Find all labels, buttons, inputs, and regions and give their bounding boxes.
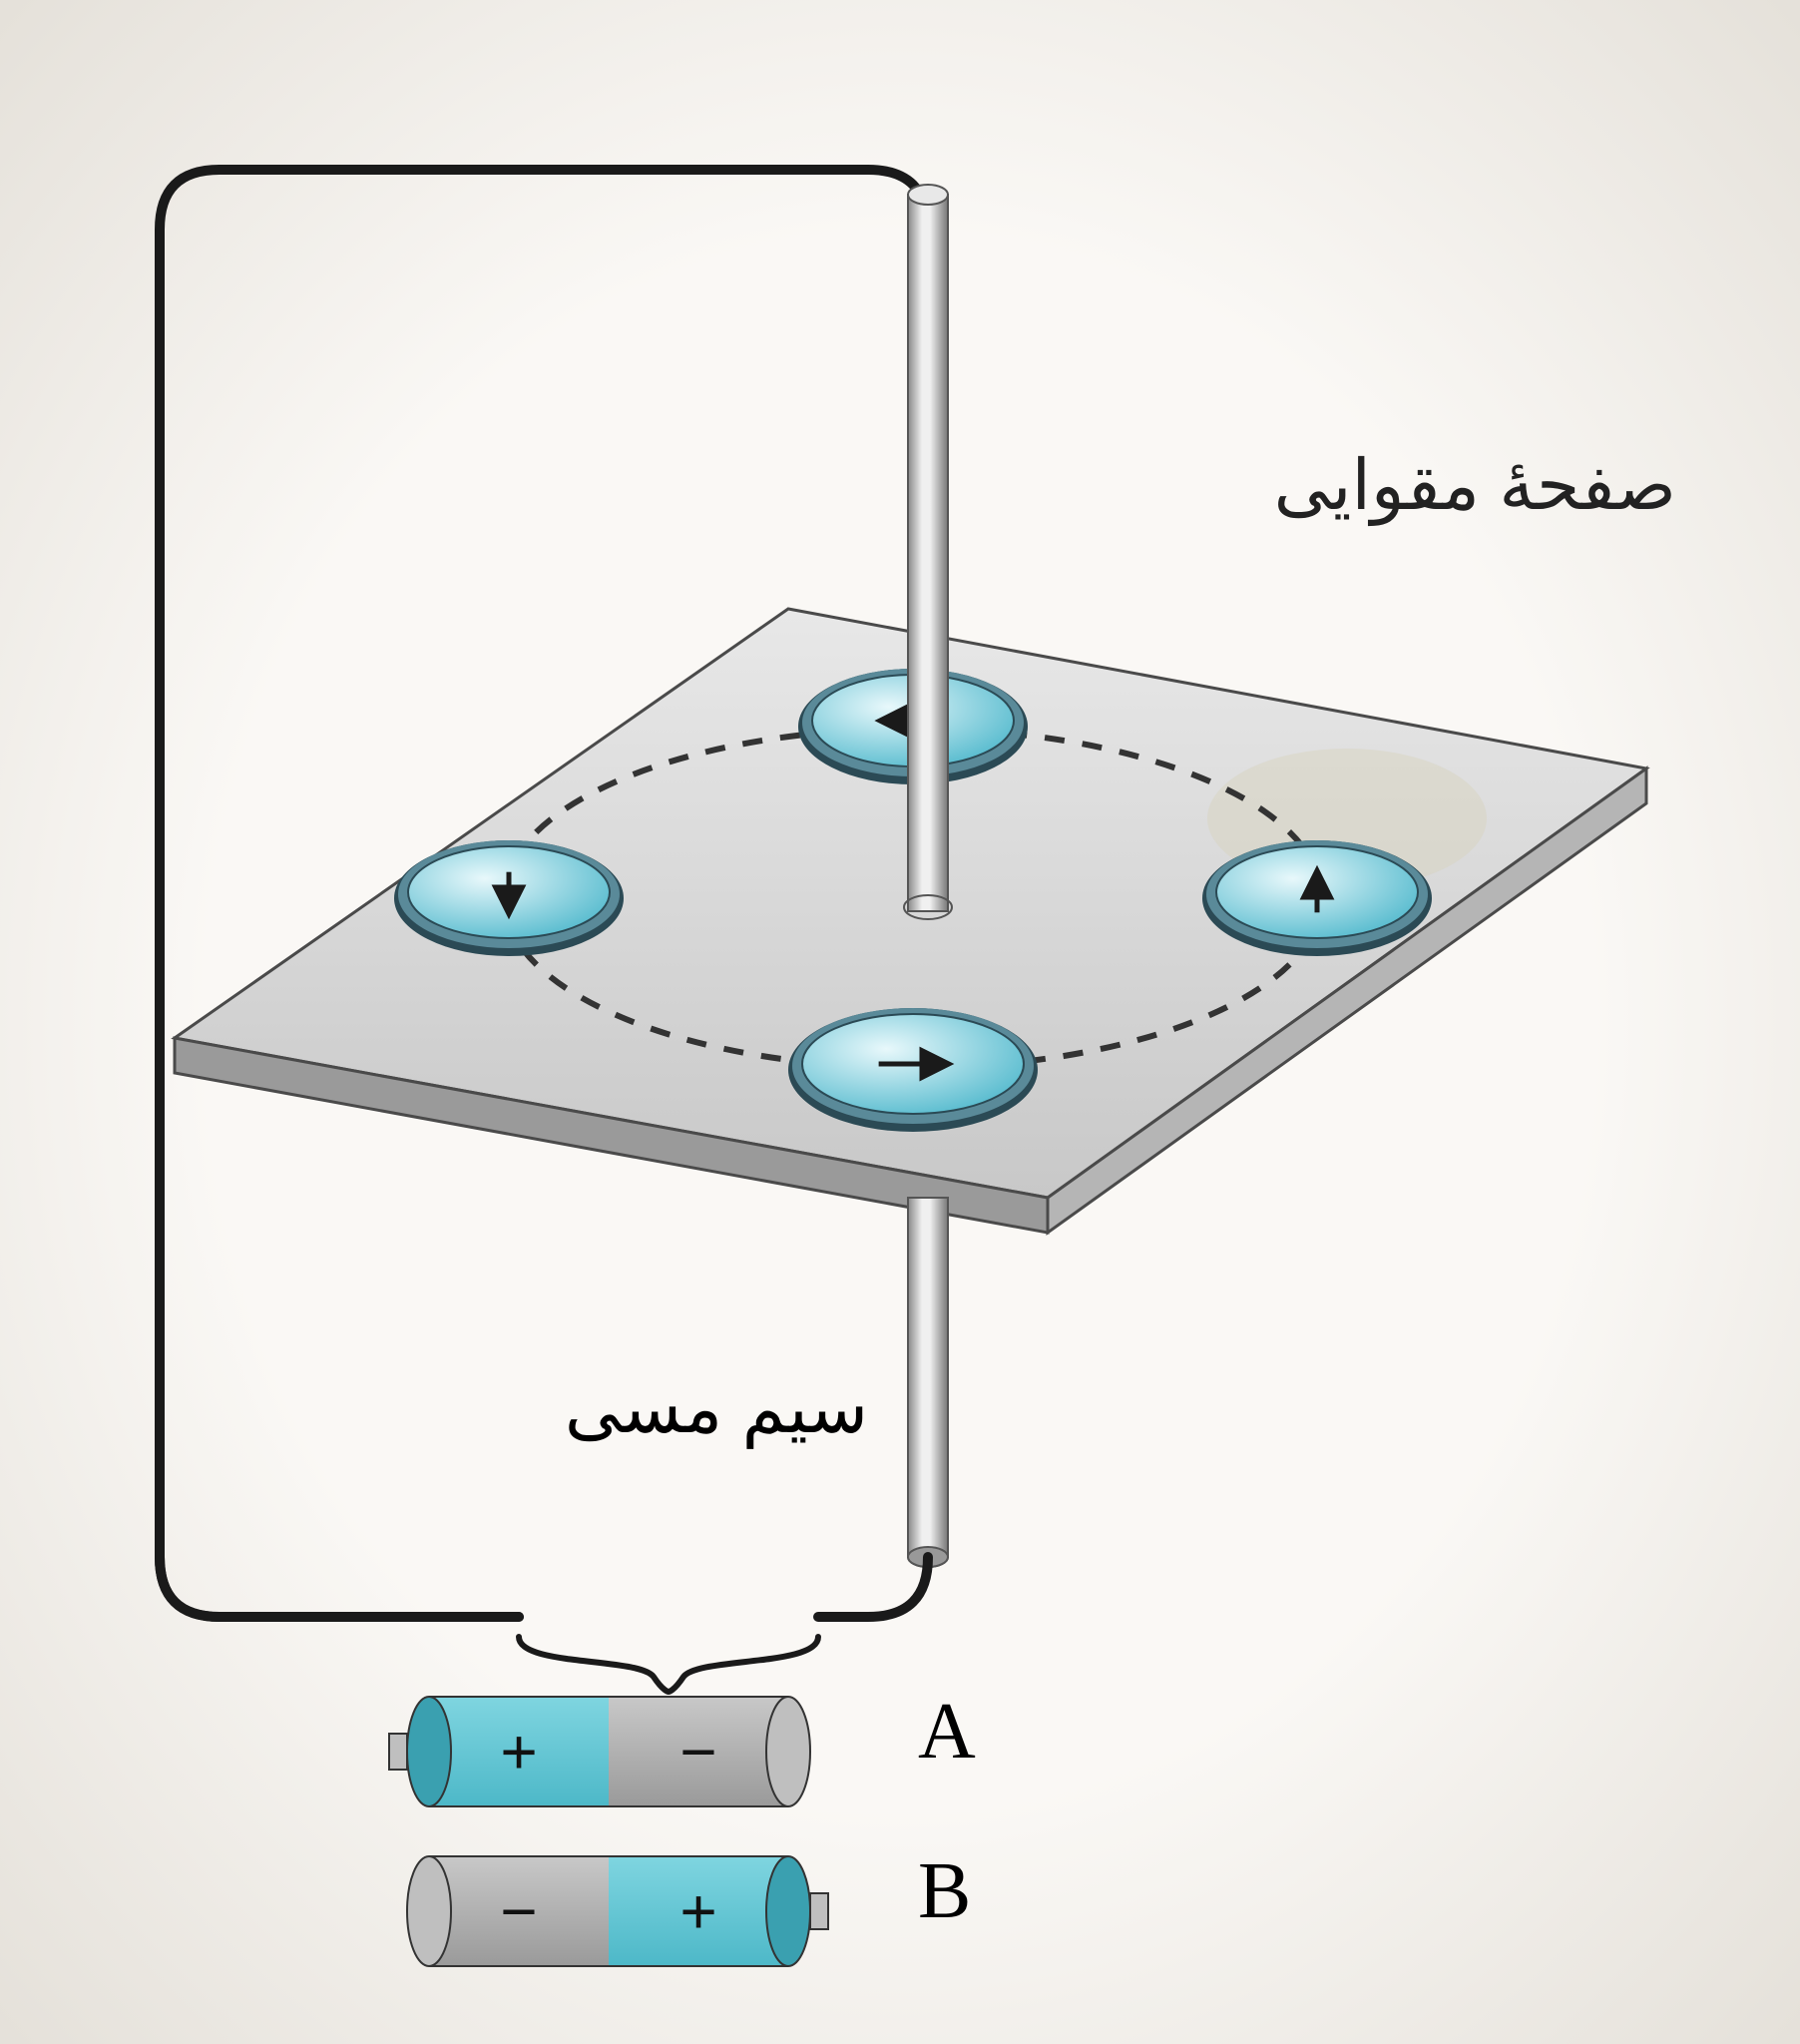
- cardboard-plane-label: صفحهٔ مقوایی: [1274, 444, 1676, 526]
- battery-b: −+: [407, 1856, 828, 1966]
- copper-wire-upper: [908, 195, 948, 911]
- battery-terminal: [810, 1893, 828, 1929]
- battery-sign-left: −: [500, 1875, 537, 1947]
- compass-right: [1202, 840, 1432, 956]
- copper-wire-label: سیم مسی: [565, 1367, 868, 1449]
- compass-bottom: [788, 1008, 1038, 1132]
- copper-wire-lower-front: [908, 1198, 948, 1557]
- battery-a: +−: [389, 1697, 810, 1806]
- compass-left: [394, 840, 624, 956]
- wire-top-tip: [908, 185, 948, 205]
- battery-b-label: B: [918, 1846, 971, 1937]
- battery-sign-left: +: [500, 1716, 537, 1788]
- diagram-svg: +−−+: [0, 0, 1800, 2044]
- battery-sign-right: +: [679, 1875, 716, 1947]
- battery-terminal: [389, 1734, 407, 1770]
- battery-a-label: A: [918, 1687, 976, 1778]
- battery-sign-right: −: [679, 1716, 716, 1788]
